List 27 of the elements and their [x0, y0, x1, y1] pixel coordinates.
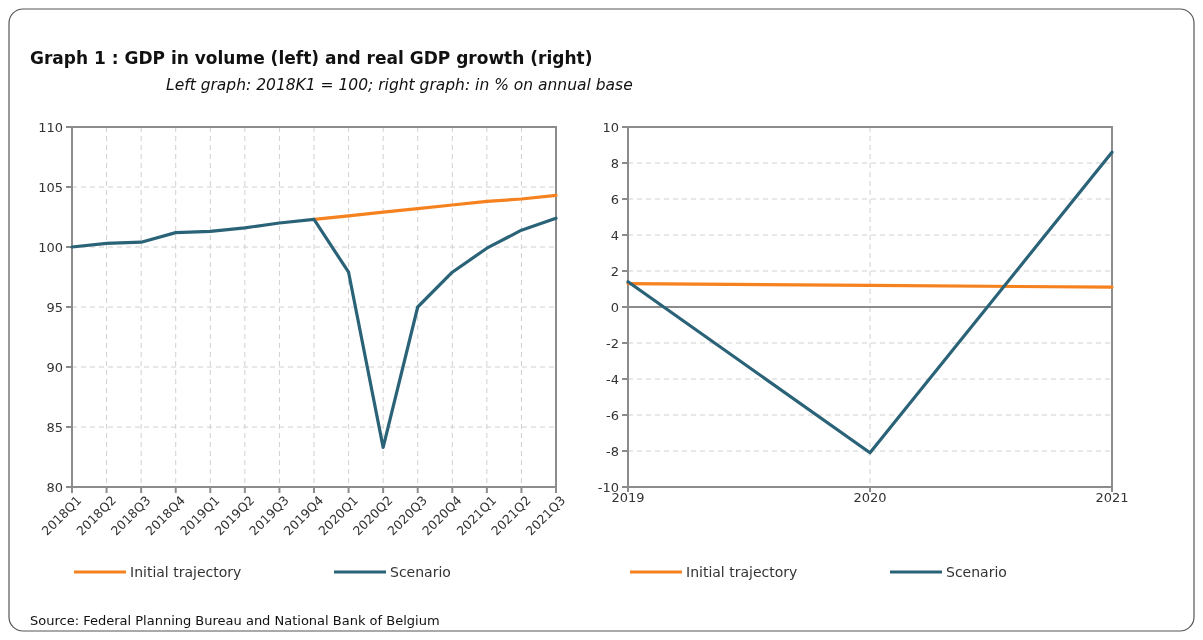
source-note: Source: Federal Planning Bureau and National Bank of Belgium [30, 613, 440, 628]
y-tick-label: 4 [610, 227, 619, 243]
y-tick-label: 105 [38, 179, 63, 195]
y-tick-label: 85 [46, 419, 63, 435]
y-tick-label: 0 [610, 299, 619, 315]
y-tick-label: 110 [38, 119, 63, 135]
y-tick-label: -6 [606, 407, 619, 423]
legend-label: Scenario [390, 563, 451, 580]
x-tick-label: 2020 [853, 490, 887, 505]
y-tick-label: 2 [610, 263, 619, 279]
y-tick-label: 90 [46, 359, 63, 375]
x-tick-label: 2019 [611, 490, 645, 505]
legend-label: Initial trajectory [130, 563, 242, 580]
chart-title: Graph 1 : GDP in volume (left) and real GDP growth (right) [30, 48, 593, 68]
legend-label: Initial trajectory [686, 563, 798, 580]
y-tick-label: 6 [610, 191, 619, 207]
x-tick-label: 2021 [1095, 490, 1129, 505]
y-tick-label: 80 [46, 479, 63, 495]
chart-subtitle: Left graph: 2018K1 = 100; right graph: in % on annual base [166, 76, 633, 94]
y-tick-label: -2 [606, 335, 619, 351]
y-tick-label: -4 [606, 371, 619, 387]
y-tick-label: 95 [46, 299, 63, 315]
y-tick-label: 100 [38, 239, 63, 255]
legend-label: Scenario [946, 563, 1007, 580]
y-tick-label: 8 [610, 155, 619, 171]
y-tick-label: 10 [602, 119, 619, 135]
y-tick-label: -8 [606, 443, 619, 459]
